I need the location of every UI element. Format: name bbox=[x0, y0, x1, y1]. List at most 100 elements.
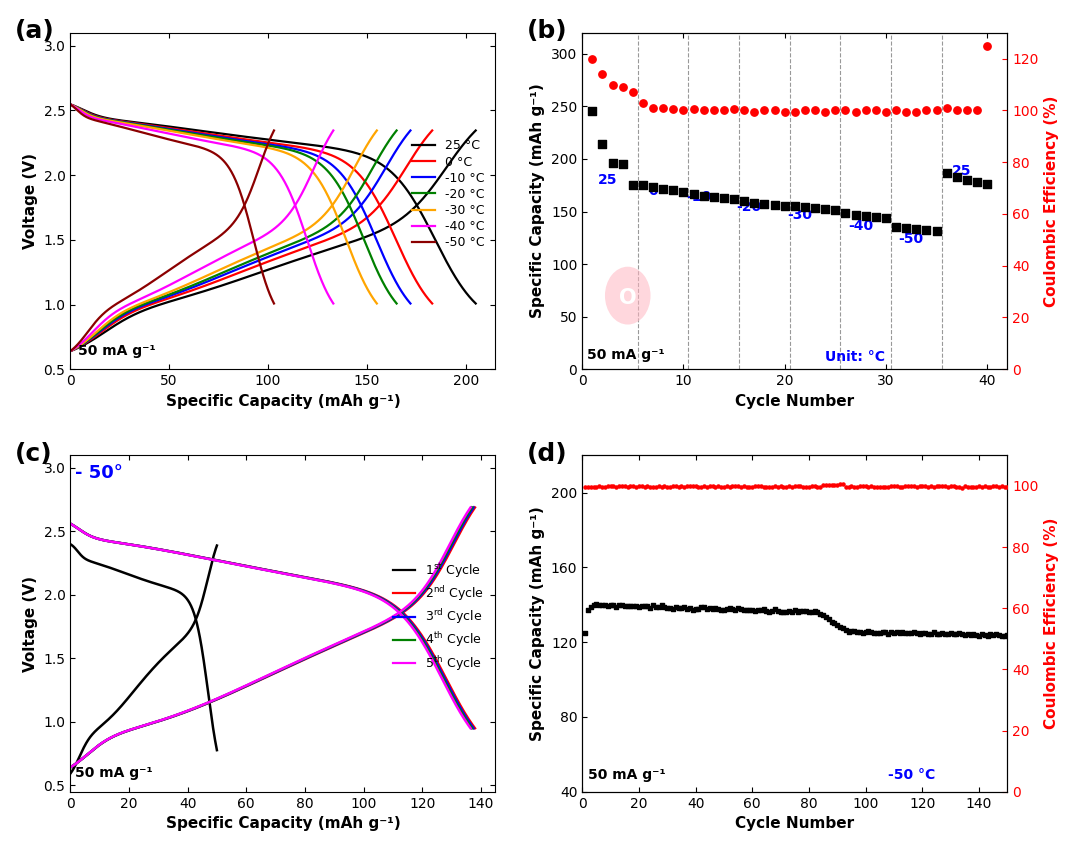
Text: (d): (d) bbox=[527, 442, 567, 466]
Point bbox=[812, 607, 829, 620]
Point bbox=[756, 198, 773, 211]
Point bbox=[624, 479, 642, 492]
Point bbox=[936, 627, 954, 641]
Legend: 25 °C, 0 °C, -10 °C, -20 °C, -30 °C, -40 °C, -50 °C: 25 °C, 0 °C, -10 °C, -20 °C, -30 °C, -40… bbox=[407, 135, 489, 254]
Point bbox=[999, 480, 1016, 493]
Point bbox=[928, 104, 945, 118]
Point bbox=[816, 105, 834, 118]
Point bbox=[726, 192, 743, 205]
Point bbox=[588, 596, 605, 610]
Point bbox=[664, 102, 681, 116]
Point bbox=[645, 599, 662, 613]
Point bbox=[588, 481, 605, 494]
Point bbox=[582, 600, 599, 613]
Point bbox=[604, 156, 621, 170]
Point bbox=[945, 627, 962, 641]
Point bbox=[908, 626, 926, 640]
Point bbox=[865, 625, 882, 639]
Point bbox=[681, 480, 699, 493]
Point bbox=[661, 601, 678, 614]
Point bbox=[774, 605, 792, 619]
Point bbox=[954, 481, 971, 494]
Point bbox=[676, 600, 693, 613]
Point bbox=[928, 480, 945, 493]
Point bbox=[996, 629, 1013, 642]
Point bbox=[744, 603, 761, 617]
Point bbox=[962, 628, 980, 642]
Point bbox=[888, 479, 905, 492]
Point bbox=[610, 480, 627, 493]
Point bbox=[918, 104, 935, 118]
Point bbox=[783, 605, 800, 619]
Point bbox=[928, 225, 945, 239]
Point bbox=[903, 626, 920, 640]
Point bbox=[877, 625, 894, 639]
Point bbox=[696, 480, 713, 493]
Point bbox=[939, 166, 956, 180]
Point bbox=[616, 479, 633, 492]
Point bbox=[777, 105, 794, 118]
Point bbox=[667, 600, 685, 613]
Point bbox=[978, 39, 996, 53]
Point bbox=[959, 628, 976, 642]
Point bbox=[792, 605, 809, 619]
X-axis label: Specific Capacity (mAh g⁻¹): Specific Capacity (mAh g⁻¹) bbox=[165, 394, 401, 409]
Point bbox=[826, 104, 843, 118]
Point bbox=[926, 625, 943, 639]
Point bbox=[772, 605, 789, 619]
Point bbox=[654, 101, 672, 115]
Point bbox=[880, 480, 897, 493]
Point bbox=[990, 480, 1008, 493]
Point bbox=[696, 601, 713, 614]
Point bbox=[705, 104, 723, 118]
Point bbox=[727, 603, 744, 617]
Point bbox=[718, 479, 735, 492]
Point bbox=[764, 480, 781, 493]
Point bbox=[971, 629, 988, 642]
Point bbox=[745, 105, 762, 118]
Point bbox=[971, 480, 988, 493]
Text: (b): (b) bbox=[527, 20, 567, 43]
Point bbox=[670, 481, 687, 494]
Point bbox=[727, 479, 744, 492]
Point bbox=[835, 478, 852, 492]
Point bbox=[820, 612, 837, 625]
Point bbox=[950, 480, 968, 493]
Point bbox=[823, 615, 840, 629]
Point bbox=[959, 480, 976, 493]
Y-axis label: Specific Capacity (mAh g⁻¹): Specific Capacity (mAh g⁻¹) bbox=[530, 506, 545, 741]
X-axis label: Cycle Number: Cycle Number bbox=[735, 816, 854, 832]
Point bbox=[842, 480, 860, 493]
Point bbox=[933, 479, 950, 492]
Y-axis label: Voltage (V): Voltage (V) bbox=[23, 153, 38, 249]
Point bbox=[729, 480, 746, 493]
Point bbox=[818, 478, 835, 492]
Point bbox=[582, 480, 599, 493]
Y-axis label: Coulombic Efficiency (%): Coulombic Efficiency (%) bbox=[1044, 518, 1059, 729]
Point bbox=[828, 478, 846, 492]
Point bbox=[760, 481, 778, 494]
Point bbox=[750, 603, 767, 617]
Point bbox=[894, 625, 912, 638]
Text: 50 mA g⁻¹: 50 mA g⁻¹ bbox=[75, 765, 152, 780]
Point bbox=[696, 189, 713, 203]
Point bbox=[806, 605, 823, 619]
Point bbox=[958, 104, 975, 118]
Point bbox=[867, 210, 885, 223]
Point bbox=[837, 205, 854, 219]
Point bbox=[877, 105, 894, 118]
Point bbox=[789, 480, 807, 493]
Point bbox=[585, 598, 603, 612]
Point bbox=[681, 601, 699, 614]
Point bbox=[795, 480, 812, 493]
Point bbox=[917, 626, 934, 640]
Point bbox=[661, 480, 678, 493]
Point bbox=[910, 480, 928, 493]
Point bbox=[738, 481, 755, 494]
Point bbox=[985, 629, 1002, 642]
Point bbox=[837, 623, 854, 636]
Point bbox=[593, 481, 610, 494]
Point bbox=[724, 480, 741, 493]
Point bbox=[732, 481, 750, 494]
Point bbox=[766, 199, 783, 212]
